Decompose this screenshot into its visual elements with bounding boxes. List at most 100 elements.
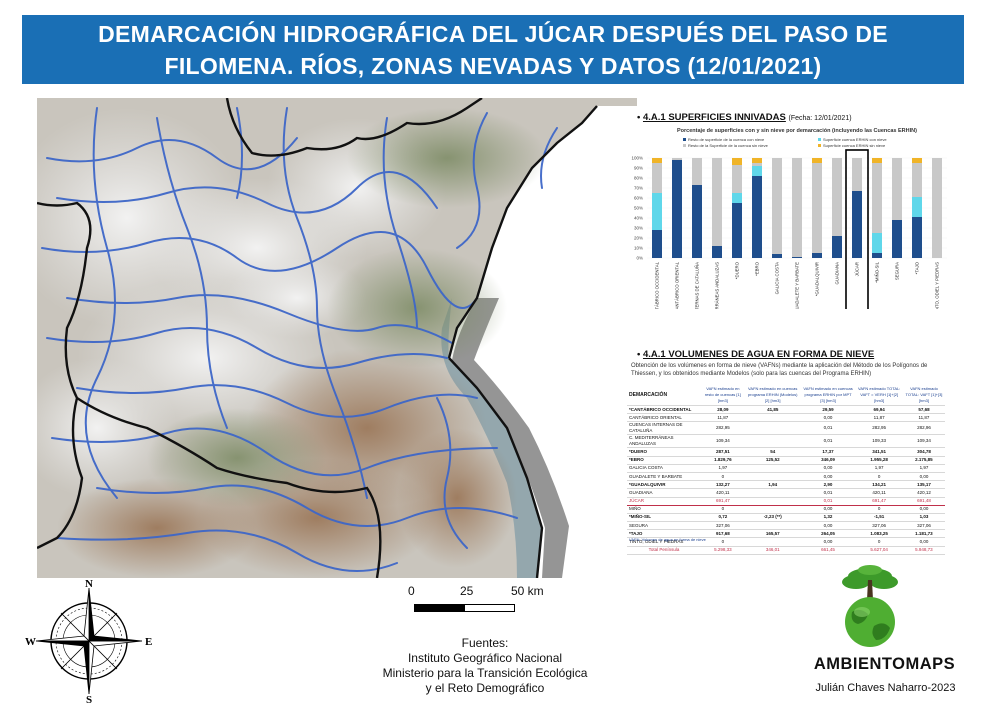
volume-cell: 0,01 xyxy=(800,496,856,506)
legend-swatch xyxy=(683,144,686,147)
volume-row-label: *TAJO xyxy=(627,529,701,539)
volume-cell: 0,00 xyxy=(902,472,945,482)
volume-cell: 0 xyxy=(701,537,745,547)
volume-cell: 11,87 xyxy=(701,413,745,423)
volume-cell xyxy=(744,434,801,449)
volume-table-row: JÚCAR 691,47 0,01 691,47 691,48 xyxy=(627,496,945,506)
bar-segment xyxy=(652,158,662,163)
satellite-map[interactable] xyxy=(7,97,637,579)
volume-table-row: *EBRO 1.829,76 125,52 346,09 1.955,28 2.175,8… xyxy=(627,456,945,465)
volume-cell xyxy=(744,472,801,482)
scale-label-50: 50 km xyxy=(511,584,544,598)
bar-segment xyxy=(852,158,862,191)
bar-segment xyxy=(832,158,842,236)
scale-segment-black xyxy=(414,604,464,612)
x-tick-label: *MIÑO-SIL xyxy=(875,261,880,282)
volume-cell: 304,78 xyxy=(902,447,945,457)
volume-cell: 0,00 xyxy=(800,472,856,482)
compass-e: E xyxy=(145,636,152,648)
volume-table: DEMARCACIÓN VAFN estimado en resto de cue… xyxy=(627,385,945,555)
volume-cell: 0,00 xyxy=(800,505,856,514)
volume-cell: 0,00 xyxy=(800,537,856,547)
y-tick-label: 80% xyxy=(634,176,643,181)
compass-n: N xyxy=(85,578,93,590)
bar-segment xyxy=(692,185,702,258)
x-tick-label: *GUADALQUIVIR xyxy=(815,262,820,296)
volume-cell: 0,01 xyxy=(800,434,856,449)
snow-stacked-bar-chart: Resto de superficie de la cuenca con nie… xyxy=(631,137,947,309)
volume-cell: 917,68 xyxy=(701,529,745,539)
volume-cell: 0 xyxy=(855,505,903,514)
bar-segment xyxy=(912,217,922,258)
volume-cell: 57,68 xyxy=(902,405,945,415)
bar-segment xyxy=(732,203,742,258)
volume-column-header: VAFN estimado en cuencas programa ERHIN … xyxy=(800,385,856,406)
volume-cell: 0,01 xyxy=(800,488,856,498)
volume-cell: 29,59 xyxy=(800,405,856,415)
river-network xyxy=(41,107,558,572)
x-tick-label: CUENCAS MEDITERRÁNEAS ANDALUZAS xyxy=(715,262,720,309)
volume-cell: 0,72 xyxy=(701,513,745,523)
volume-cell: 135,17 xyxy=(902,480,945,490)
volume-cell: 346,09 xyxy=(800,456,856,465)
volume-table-row: SEGURA 327,06 0,00 327,06 327,06 xyxy=(627,521,945,531)
volume-cell: 420,12 xyxy=(902,488,945,498)
coastal-water xyxy=(441,298,542,578)
x-tick-label: JÚCAR xyxy=(855,262,860,276)
bar-segment xyxy=(712,158,722,246)
volume-cell: 41,85 xyxy=(744,405,801,415)
volume-cell: 1.083,25 xyxy=(855,529,903,539)
volume-cell: 11,87 xyxy=(902,413,945,423)
volume-row-label: CANTÁBRICO ORIENTAL xyxy=(627,413,701,423)
volume-cell: 0,00 xyxy=(800,521,856,531)
volume-cell: 2,90 xyxy=(800,480,856,490)
volume-table-row: *MIÑO-SIL 0,72 -2,23 (**) 1,32 -1,51 1,03 xyxy=(627,513,945,523)
volume-cell: 282,95 xyxy=(855,421,903,436)
volume-cell: 346,01 xyxy=(744,546,801,555)
legend-label: Resto de superficie de la cuenca con nie… xyxy=(688,137,765,142)
bar-segment xyxy=(892,158,902,220)
bar-segment xyxy=(832,236,842,258)
y-tick-label: 30% xyxy=(634,226,643,231)
volume-cell xyxy=(744,537,801,547)
snow-panel-heading: • 4.A.1 SUPERFICIES INNIVADAS (Fecha: 12… xyxy=(637,112,852,123)
y-tick-label: 70% xyxy=(634,186,643,191)
bar-segment xyxy=(752,176,762,258)
volume-cell: 282,95 xyxy=(701,421,745,436)
author-credit: Julián Chaves Naharro-2023 xyxy=(815,682,956,694)
volume-row-label: GALICIA COSTA xyxy=(627,464,701,473)
volume-cell: 661,45 xyxy=(800,546,856,555)
source-line-1: Instituto Geográfico Nacional xyxy=(407,651,563,665)
volume-cell: 1,94 xyxy=(744,480,801,490)
volume-table-row: CUENCAS INTERNAS DE CATALUÑA 282,95 0,01 28… xyxy=(627,421,945,436)
snow-panel-bullet: • xyxy=(637,112,641,123)
bar-segment xyxy=(872,253,882,258)
bar-segment xyxy=(772,158,782,254)
volume-table-row: *TAJO 917,68 165,57 264,05 1.083,25 1.181,73 xyxy=(627,529,945,539)
volume-table-header: DEMARCACIÓN VAFN estimado en resto de cue… xyxy=(627,385,945,406)
volume-column-header: DEMARCACIÓN xyxy=(627,385,701,406)
volume-cell: 0 xyxy=(701,472,745,482)
y-tick-label: 50% xyxy=(634,206,643,211)
x-tick-label: CANTÁBRICO ORIENTAL xyxy=(675,261,680,309)
volume-footnote: VAFN: Volumen de agua en forma de nieve xyxy=(629,537,706,542)
y-tick-label: 10% xyxy=(634,246,643,251)
bar-segment xyxy=(732,158,742,165)
x-tick-label: *EBRO xyxy=(755,261,760,276)
volume-table-row: GUADALETE Y BARBATE 0 0,00 0 0,00 xyxy=(627,472,945,482)
compass-s: S xyxy=(86,694,92,704)
volume-cell xyxy=(744,464,801,473)
bar-segment xyxy=(812,253,822,258)
volume-cell: 109,34 xyxy=(701,434,745,449)
volume-cell: 0 xyxy=(855,537,903,547)
highlight-box xyxy=(845,149,869,309)
ambientomaps-logo xyxy=(830,562,910,652)
legend-swatch xyxy=(683,138,686,141)
y-tick-label: 90% xyxy=(634,166,643,171)
title-banner: DEMARCACIÓN HIDROGRÁFICA DEL JÚCAR DESPU… xyxy=(22,15,964,84)
bar-segment xyxy=(912,158,922,163)
volume-row-label: *GUADALQUIVIR xyxy=(627,480,701,490)
demarcation-borders xyxy=(36,97,598,579)
bar-segment xyxy=(912,163,922,197)
volume-cell: 1,97 xyxy=(902,464,945,473)
